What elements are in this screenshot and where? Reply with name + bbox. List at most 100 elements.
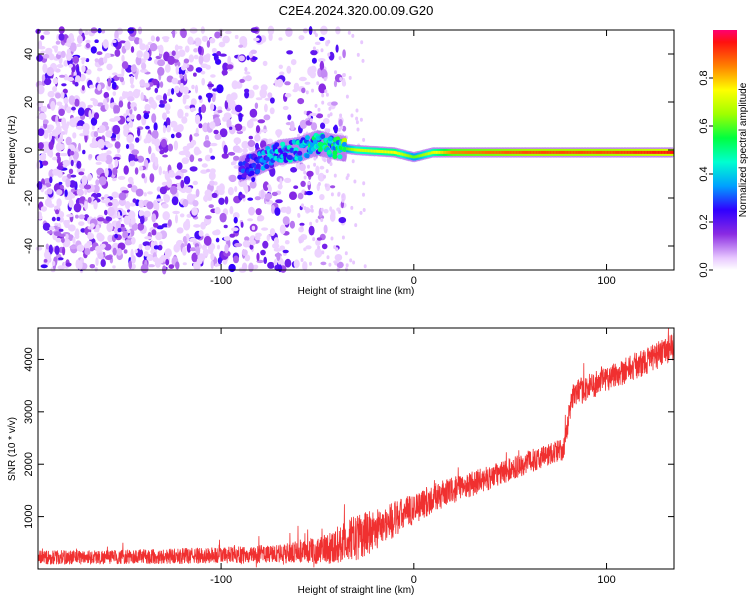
spectrogram-noise-dot <box>341 235 345 240</box>
spectrogram-noise-dot <box>87 104 93 108</box>
spectrogram-noise-dot <box>200 63 209 69</box>
spectrogram-noise-dot <box>214 133 222 140</box>
spectrogram-noise-dot <box>246 55 250 61</box>
spectrogram-noise-dot <box>182 246 187 256</box>
spectrogram-noise-dot <box>185 151 191 158</box>
spectrogram-noise-dot <box>177 108 184 119</box>
spectrogram-noise-dot <box>222 62 229 72</box>
spectrogram-noise-dot <box>317 58 326 63</box>
spectrogram-noise-dot <box>355 116 359 121</box>
spectrogram-noise-dot <box>149 43 158 52</box>
spectrogram-noise-dot <box>303 27 308 34</box>
spectrogram-noise-dot <box>334 70 337 75</box>
carrier-core <box>398 152 401 156</box>
spectrogram-noise-dot <box>144 245 151 251</box>
spectrogram-noise-dot <box>66 77 75 82</box>
spectrogram-noise-dot <box>251 176 256 183</box>
spectrogram-noise-dot <box>319 36 325 41</box>
carrier-core <box>387 150 390 154</box>
spectrogram-noise-dot <box>158 166 162 176</box>
carrier-core <box>494 150 497 154</box>
carrier-core <box>500 150 503 154</box>
spectrogram-noise-dot <box>183 58 190 64</box>
carrier-core <box>603 150 606 154</box>
carrier-core <box>350 147 353 151</box>
spectrogram-noise-dot <box>175 175 182 180</box>
spectrogram-noise-dot <box>65 136 72 146</box>
spectrogram-noise-dot <box>140 264 149 274</box>
y-tick-label: -40 <box>23 238 35 254</box>
carrier-core <box>595 150 599 154</box>
spectrogram-noise-dot <box>76 162 80 168</box>
carrier-core <box>549 150 552 154</box>
carrier-core <box>640 150 643 154</box>
spectrogram-noise-dot <box>218 188 225 196</box>
carrier-core <box>589 150 592 154</box>
spectrogram-noise-dot <box>118 192 127 201</box>
carrier-core <box>558 150 562 154</box>
spectrogram-noise-dot <box>130 237 136 245</box>
spectrogram-noise-dot <box>130 46 135 53</box>
colorbar-tick-label: 0.6 <box>698 118 710 133</box>
spectrogram-noise-dot <box>98 124 106 133</box>
spectrogram-noise-dot <box>135 188 144 197</box>
spectrogram-noise-dot <box>181 116 188 124</box>
spectrogram-noise-dot <box>323 158 327 163</box>
spectrogram-noise-dot <box>206 40 211 48</box>
spectrogram-noise-dot <box>116 73 125 78</box>
spectrogram-noise-dot <box>85 39 91 44</box>
spectrogram-noise-dot <box>354 223 358 228</box>
spectrogram-noise-dot <box>350 205 354 210</box>
colorbar-tick-label: 0.0 <box>698 262 710 277</box>
spectrogram-noise-dot <box>40 206 48 212</box>
spectrogram-noise-dot <box>74 98 80 107</box>
spectrogram-noise-dot <box>169 185 178 195</box>
spectrogram-noise-dot <box>147 191 153 195</box>
spectrogram-noise-dot <box>127 183 133 188</box>
spectrogram-noise-dot <box>192 180 198 186</box>
spectrogram-noise-dot <box>238 44 244 48</box>
spectrogram-noise-dot <box>78 171 85 176</box>
spectrogram-noise-dot <box>56 189 63 196</box>
spectrogram-noise-dot <box>56 165 64 170</box>
spectrogram-noise-dot <box>142 241 151 247</box>
spectrogram-noise-dot <box>189 154 195 163</box>
spectrogram-noise-dot <box>323 208 329 214</box>
spectrogram-noise-dot <box>51 129 60 137</box>
spectrogram-noise-dot <box>255 97 263 101</box>
spectrogram-noise-dot <box>174 44 179 52</box>
spectrogram-noise-dot <box>163 38 169 43</box>
carrier-core <box>488 150 491 154</box>
carrier-core <box>651 150 654 154</box>
spectrogram-noise-dot <box>115 220 122 229</box>
spectrogram-noise-dot <box>179 84 185 93</box>
spectrogram-noise-dot <box>44 73 48 80</box>
spectrogram-noise-dot <box>89 247 95 252</box>
spectrogram-noise-dot <box>204 215 212 220</box>
carrier-core <box>380 150 383 153</box>
spectrogram-noise-dot <box>320 207 324 212</box>
spectrogram-noise-dot <box>264 193 273 200</box>
spectrogram-noise-dot <box>252 84 259 90</box>
spectrogram-noise-dot <box>328 262 332 267</box>
spectrogram-noise-dot <box>260 249 266 256</box>
colorbar-title: Normalized spectral amplitude <box>738 82 749 217</box>
spectrogram-noise-dot <box>93 199 98 210</box>
spectrogram-noise-dot <box>102 39 109 49</box>
spectrogram-noise-dot <box>210 260 214 269</box>
spectrogram-noise-dot <box>168 51 173 57</box>
spectrogram-noise-dot <box>104 243 112 251</box>
spectrogram-noise-dot <box>61 124 69 129</box>
spectrogram-noise-dot <box>279 245 286 251</box>
y-tick-label: 0 <box>23 147 35 153</box>
spectrogram-noise-dot <box>184 105 191 110</box>
spectrogram-noise-dot <box>249 118 258 122</box>
spectrogram-noise-dot <box>97 28 102 34</box>
spectrogram-noise-dot <box>85 58 90 63</box>
spectrogram-noise-dot <box>307 181 311 186</box>
carrier-core <box>605 150 608 154</box>
spectrogram-noise-dot <box>339 113 343 118</box>
spectrogram-noise-dot <box>104 255 113 261</box>
spectrogram-noise-dot <box>153 222 159 228</box>
spectrogram-noise-dot <box>314 248 323 258</box>
